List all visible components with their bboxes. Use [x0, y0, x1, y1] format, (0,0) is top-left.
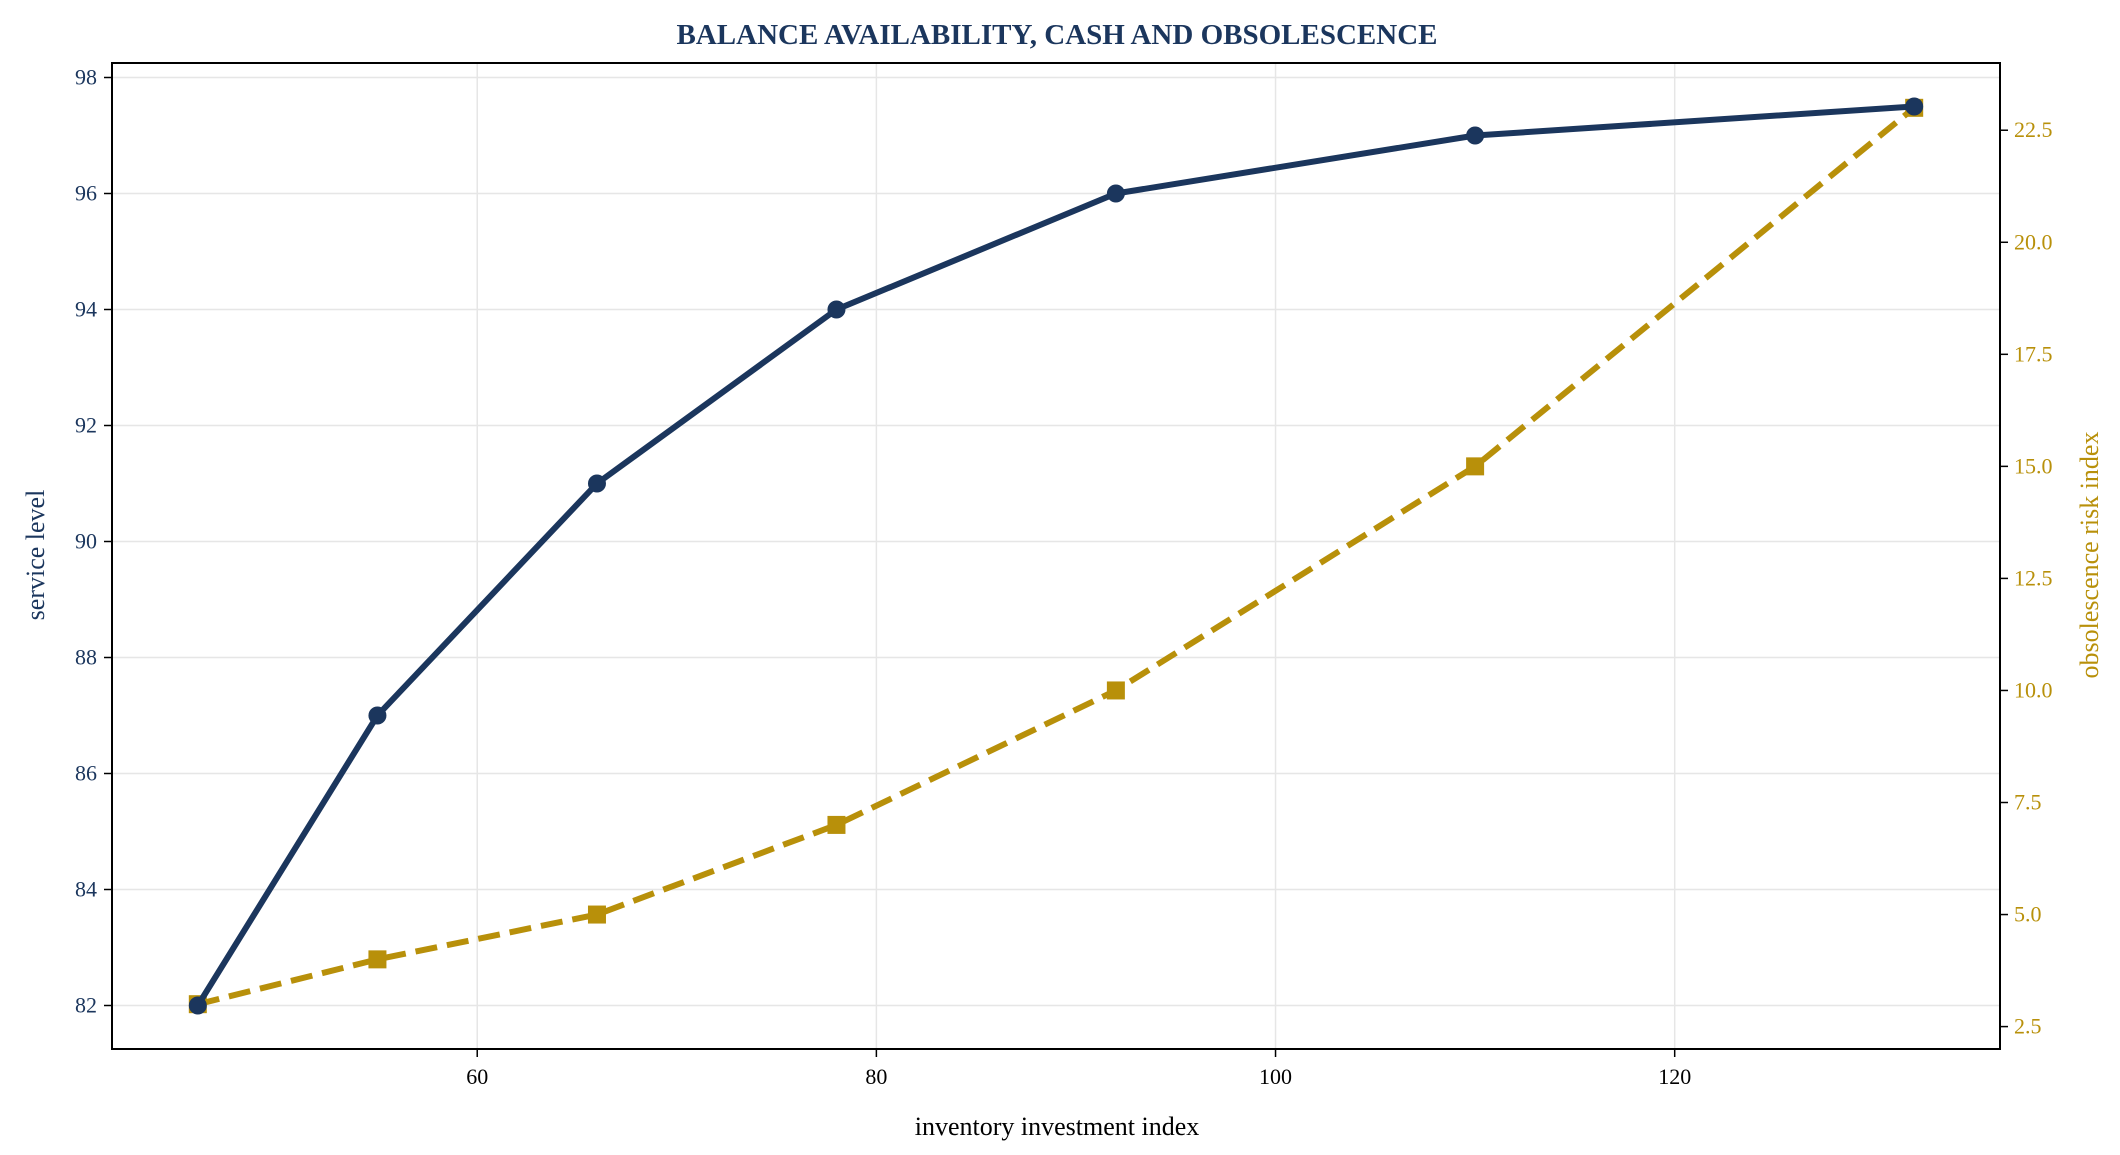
y2-tick-label: 15.0	[2014, 453, 2053, 478]
series-1-point	[587, 905, 606, 924]
y2-tick-label: 12.5	[2014, 565, 2053, 590]
y-tick-label: 94	[75, 297, 97, 322]
series-0-point	[368, 706, 387, 725]
series-1-point	[368, 950, 387, 969]
y2-tick-label: 2.5	[2014, 1014, 2042, 1039]
series-layer	[188, 97, 1924, 1015]
y2-tick-label: 17.5	[2014, 341, 2053, 366]
series-0-point	[587, 474, 606, 493]
series-0	[188, 97, 1924, 1015]
series-0-point	[1106, 184, 1125, 203]
y2-tick-label: 20.0	[2014, 229, 2053, 254]
y2-tick-label: 22.5	[2014, 117, 2053, 142]
series-1-line	[197, 105, 1917, 1008]
x-axis-label: inventory investment index	[915, 1112, 1200, 1141]
tick-marks: 60 80 100 120 82 84 86 88 90 92 94 96 98 2.5 5.0 7.5 10.…	[75, 65, 2053, 1090]
y-tick-label: 86	[75, 761, 97, 786]
y-tick-label: 84	[75, 877, 97, 902]
y2-tick-label: 5.0	[2014, 902, 2042, 927]
y-tick-label: 92	[75, 413, 97, 438]
series-0-point	[1905, 97, 1924, 116]
y2-tick-label: 10.0	[2014, 677, 2053, 702]
series-0-point	[827, 300, 846, 319]
series-1-point	[827, 815, 846, 834]
series-0-point	[1466, 126, 1485, 145]
x-tick-label: 60	[466, 1064, 488, 1089]
x-tick-label: 100	[1259, 1064, 1292, 1089]
series-1	[188, 98, 1924, 1014]
series-0-line	[195, 103, 1915, 1008]
series-1-point	[1466, 457, 1485, 476]
x-tick-label: 120	[1658, 1064, 1691, 1089]
series-1-point	[1106, 681, 1125, 700]
y2-axis-label: obsolescence risk index	[2075, 432, 2104, 679]
y-tick-label: 98	[75, 65, 97, 90]
x-tick-label: 80	[865, 1064, 887, 1089]
series-0-point	[188, 996, 207, 1015]
y-axis-label: service level	[21, 490, 50, 621]
y-tick-label: 96	[75, 181, 97, 206]
y-tick-label: 88	[75, 645, 97, 670]
plot-frame	[111, 62, 2001, 1050]
y2-tick-label: 7.5	[2014, 790, 2042, 815]
y-tick-label: 90	[75, 529, 97, 554]
y-tick-label: 82	[75, 993, 97, 1018]
grid-lines	[112, 63, 2000, 1049]
chart-title: BALANCE AVAILABILITY, CASH AND OBSOLESCE…	[677, 19, 1438, 51]
